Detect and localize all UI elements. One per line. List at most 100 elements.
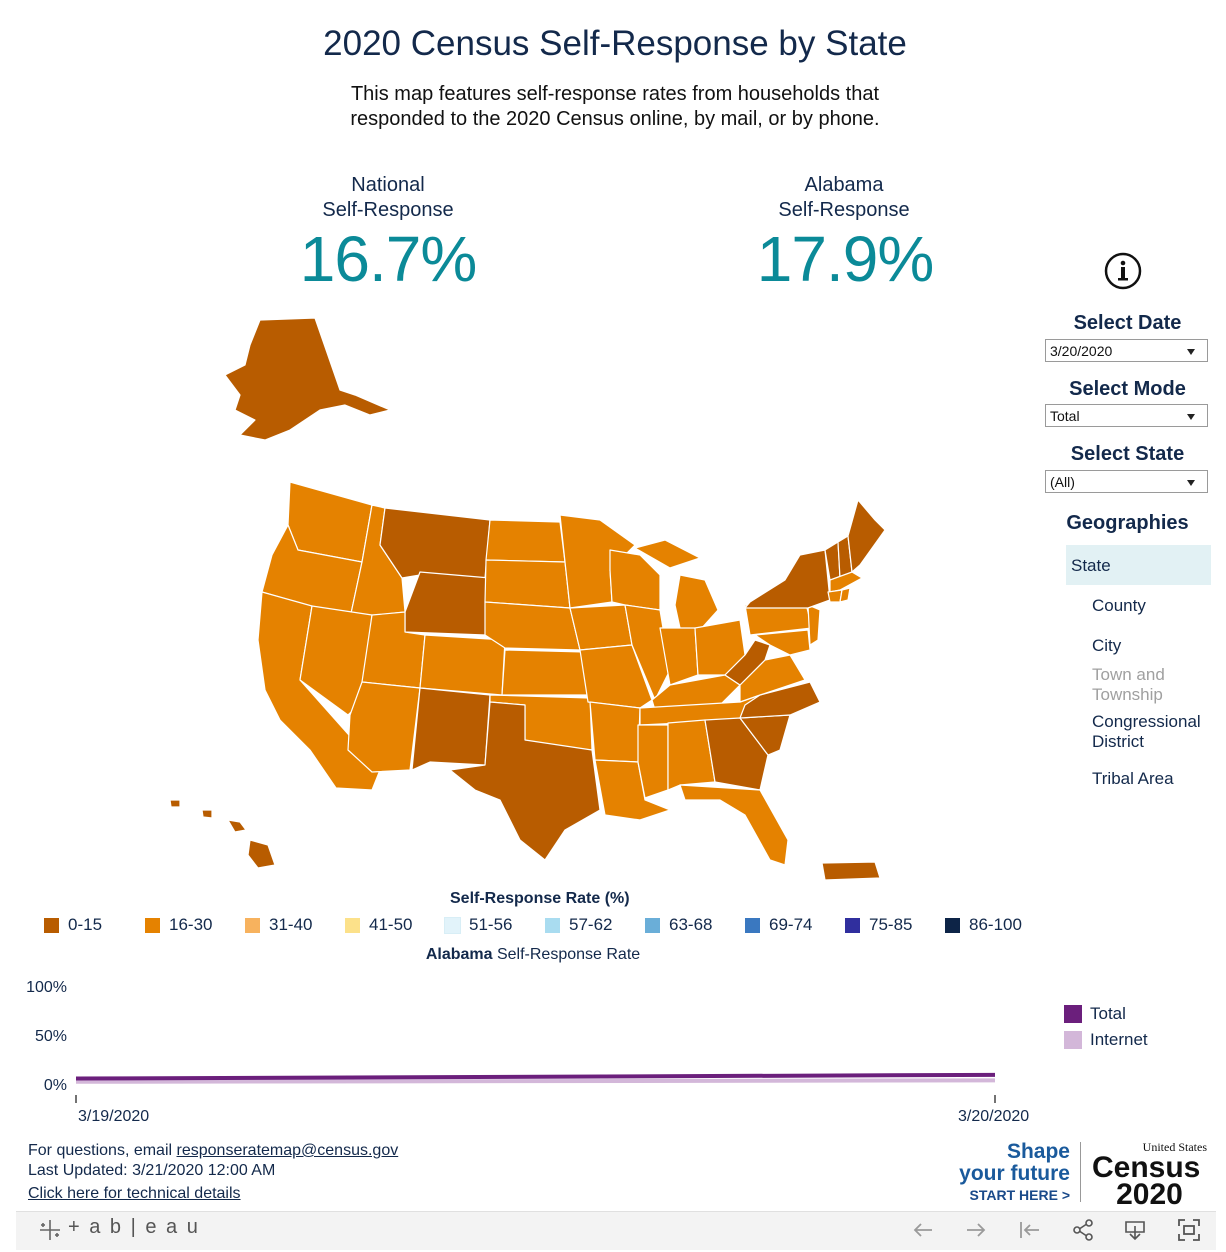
legend-item[interactable]: 69-74	[745, 915, 812, 935]
census-logo-year: 2020	[1116, 1178, 1183, 1211]
state-north-carolina	[739, 681, 821, 719]
fullscreen-icon[interactable]	[1176, 1217, 1202, 1243]
legend-total: Total	[1064, 1004, 1126, 1024]
state-florida	[679, 784, 789, 866]
email-link[interactable]: responserate‌map@census.gov	[176, 1142, 399, 1159]
legend-item[interactable]: 41-50	[345, 915, 412, 935]
legend-label: 31-40	[269, 915, 313, 934]
state-maryland	[754, 629, 811, 656]
series-line-internet[interactable]	[75, 1078, 996, 1084]
footer-questions-text: For questions, email	[28, 1142, 177, 1159]
state-georgia	[704, 717, 769, 791]
page-subtitle: This map features self-response rates fr…	[0, 82, 1226, 132]
info-icon[interactable]	[1104, 252, 1142, 290]
legend-item[interactable]: 16-30	[145, 915, 212, 935]
date-select[interactable]: 3/20/2020	[1045, 339, 1208, 362]
census-logo-word: Census	[1092, 1151, 1201, 1184]
revert-icon[interactable]	[1017, 1217, 1043, 1243]
legend-total-swatch	[1064, 1005, 1082, 1023]
legend-swatch	[945, 917, 960, 933]
state-iowa	[569, 604, 633, 651]
national-label-line1: National	[351, 174, 425, 196]
redo-icon[interactable]	[963, 1217, 989, 1243]
subtitle-line-1: This map features self-response rates fr…	[350, 83, 880, 105]
legend-swatch	[645, 917, 660, 933]
legend-label: 0-15	[68, 915, 103, 934]
legend-swatch	[745, 917, 760, 933]
legend-item[interactable]: 86-100	[945, 915, 1022, 935]
geo-item-state-label[interactable]: State	[1071, 556, 1111, 575]
census-logo-us: United States	[1142, 1140, 1207, 1154]
footer-tech-details[interactable]: Click here for technical details	[28, 1185, 241, 1203]
state-south-dakota	[484, 559, 571, 609]
state-select[interactable]: (All)	[1045, 470, 1208, 493]
chevron-down-icon	[1187, 414, 1195, 420]
legend-item[interactable]: 0-15	[44, 915, 102, 935]
legend-item[interactable]: 63-68	[645, 915, 712, 935]
legend-item[interactable]: 51-56	[444, 915, 512, 935]
legend-internet-label: Internet	[1090, 1030, 1148, 1049]
geo-cd-line2: District	[1092, 732, 1144, 751]
select-state-title: Select State	[1070, 443, 1185, 465]
tableau-toolbar	[16, 1211, 1216, 1250]
undo-icon[interactable]	[910, 1217, 936, 1243]
legend-item[interactable]: 31-40	[245, 915, 312, 935]
legend-item[interactable]: 57-62	[545, 915, 612, 935]
select-date-title: Select Date	[1073, 312, 1182, 334]
legend-swatch	[245, 917, 260, 933]
legend-item[interactable]: 75-85	[845, 915, 912, 935]
legend-label: 57-62	[569, 915, 613, 934]
us-map[interactable]	[140, 310, 900, 890]
state-label-line1: Alabama	[804, 174, 884, 196]
legend-label: 16-30	[169, 915, 213, 934]
state-kansas	[501, 649, 589, 696]
geo-item-congressional-district[interactable]: Congressional District	[1092, 712, 1201, 752]
select-mode-title: Select Mode	[1069, 378, 1186, 400]
download-icon[interactable]	[1122, 1217, 1148, 1243]
state-illinois	[624, 604, 671, 701]
state-arkansas	[589, 701, 641, 763]
state-new-mexico	[411, 687, 491, 771]
y-tick-0: 0%	[43, 1077, 67, 1094]
brand-start-here[interactable]: START HERE >	[969, 1187, 1070, 1203]
geo-item-county[interactable]: County	[1092, 596, 1146, 615]
geo-item-state[interactable]	[1066, 545, 1211, 585]
tech-details-link[interactable]: Click here for technical details	[28, 1185, 241, 1202]
mode-select[interactable]: Total	[1045, 404, 1208, 427]
legend-swatch	[345, 917, 360, 933]
geo-item-tribal-area[interactable]: Tribal Area	[1092, 769, 1174, 788]
state-alabama	[667, 719, 716, 791]
state-texas	[449, 701, 601, 861]
state-michigan-up	[634, 539, 701, 569]
legend-title: Self-Response Rate (%)	[450, 890, 630, 907]
line-chart	[75, 1072, 996, 1103]
series-line-total[interactable]	[75, 1072, 996, 1081]
state-massachusetts	[829, 571, 863, 593]
footer-last-updated: Last Updated: 3/21/2020 12:00 AM	[28, 1162, 276, 1179]
tableau-logo-icon[interactable]	[38, 1218, 62, 1242]
geographies-title: Geographies	[1066, 512, 1189, 534]
state-select-value: (All)	[1050, 474, 1075, 490]
national-label-line2: Self-Response	[322, 199, 454, 221]
state-michigan	[674, 574, 719, 631]
geo-item-city[interactable]: City	[1092, 636, 1122, 655]
geo-town-line1: Town and	[1092, 665, 1165, 684]
share-icon[interactable]	[1070, 1217, 1096, 1243]
mode-select-value: Total	[1050, 408, 1080, 424]
legend-label: 86-100	[969, 915, 1022, 934]
legend-total-label: Total	[1090, 1004, 1126, 1023]
footer-questions: For questions, email responserate‌map@ce…	[28, 1142, 398, 1160]
state-hawaii-main	[247, 839, 276, 869]
geo-cd-line1: Congressional	[1092, 712, 1201, 731]
chart-title: Alabama Self-Response Rate	[0, 946, 1066, 964]
x-tick-end: 3/20/2020	[958, 1108, 1030, 1125]
state-north-dakota	[485, 519, 566, 563]
state-maine	[847, 499, 886, 573]
legend-swatch	[44, 917, 59, 933]
state-nebraska	[484, 601, 581, 651]
tableau-wordmark[interactable]: + a b | e a u	[68, 1216, 200, 1238]
state-new-jersey	[807, 604, 821, 646]
y-tick-100: 100%	[26, 979, 67, 996]
brand-divider	[1080, 1142, 1081, 1202]
legend-label: 69-74	[769, 915, 813, 934]
